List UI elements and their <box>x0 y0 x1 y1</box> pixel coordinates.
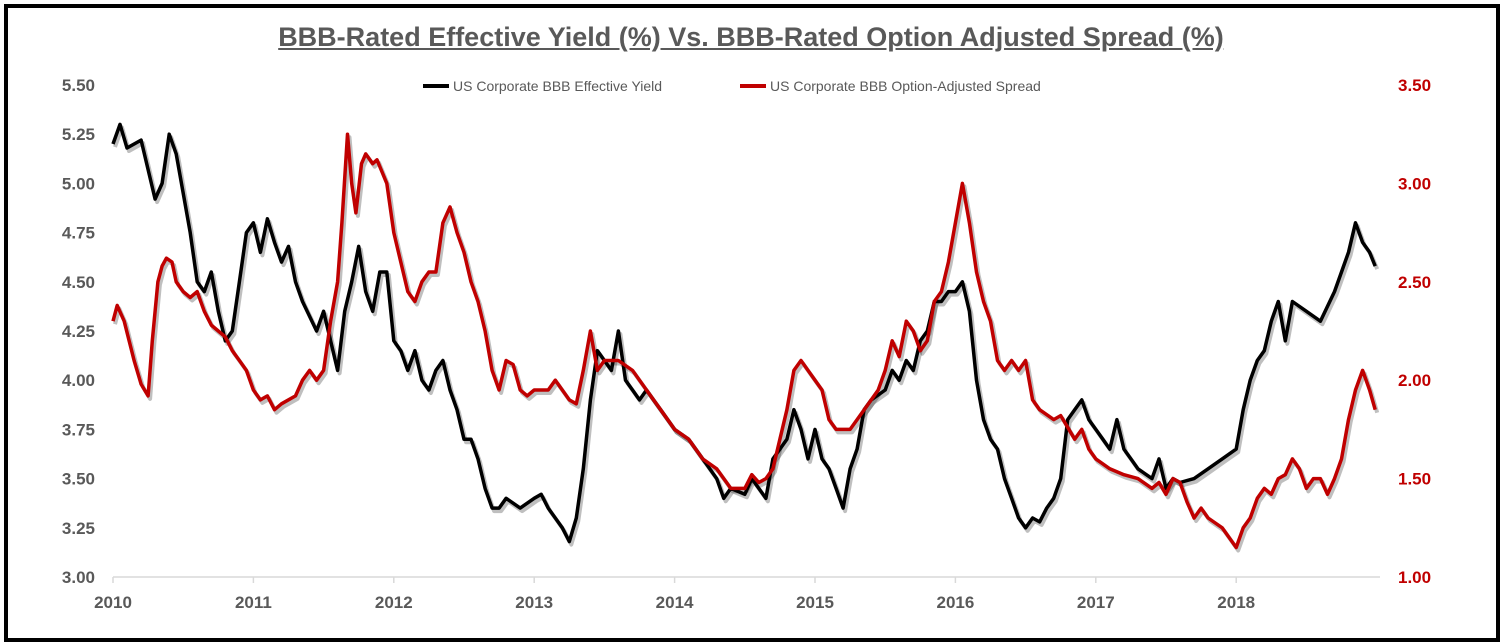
y-left-tick-label: 3.00 <box>62 568 95 587</box>
x-tick-label: 2013 <box>515 593 553 612</box>
x-tick-label: 2010 <box>94 593 132 612</box>
x-tick-label: 2015 <box>796 593 834 612</box>
legend-label: US Corporate BBB Option-Adjusted Spread <box>770 78 1041 94</box>
legend-label: US Corporate BBB Effective Yield <box>453 78 662 94</box>
x-tick-label: 2014 <box>656 593 694 612</box>
chart-frame <box>4 4 1500 642</box>
y-left-tick-label: 3.25 <box>62 519 95 538</box>
y-left-tick-label: 5.25 <box>62 125 95 144</box>
x-tick-label: 2012 <box>375 593 413 612</box>
y-right-tick-label: 3.00 <box>1398 174 1431 193</box>
y-right-tick-label: 1.00 <box>1398 568 1431 587</box>
y-right-tick-label: 3.50 <box>1398 76 1431 95</box>
y-right-tick-label: 1.50 <box>1398 470 1431 489</box>
y-left-tick-label: 5.00 <box>62 174 95 193</box>
y-left-tick-label: 4.50 <box>62 273 95 292</box>
series-line-option-adjusted-spread <box>111 132 1377 550</box>
chart-title: BBB-Rated Effective Yield (%) Vs. BBB-Ra… <box>278 22 1224 52</box>
y-left-tick-label: 5.50 <box>62 76 95 95</box>
y-left-tick-label: 4.75 <box>62 224 95 243</box>
x-tick-label: 2016 <box>936 593 974 612</box>
y-right-tick-label: 2.00 <box>1398 371 1431 390</box>
y-left-tick-label: 4.25 <box>62 322 95 341</box>
y-left-tick-label: 3.50 <box>62 470 95 489</box>
x-tick-label: 2018 <box>1217 593 1255 612</box>
series-line-effective-yield <box>111 122 1377 544</box>
x-tick-label: 2017 <box>1077 593 1115 612</box>
y-right-tick-label: 2.50 <box>1398 273 1431 292</box>
y-left-tick-label: 4.00 <box>62 371 95 390</box>
y-left-tick-label: 3.75 <box>62 420 95 439</box>
x-tick-label: 2011 <box>235 593 272 612</box>
